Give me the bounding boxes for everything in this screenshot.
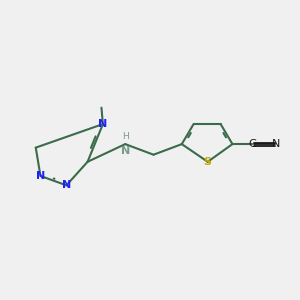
Text: S: S (204, 157, 212, 167)
Text: N: N (98, 119, 107, 129)
Text: C: C (249, 139, 256, 149)
Text: N: N (272, 139, 280, 149)
Text: N: N (121, 146, 130, 157)
Text: N: N (36, 171, 45, 181)
Text: N: N (62, 180, 71, 190)
Text: H: H (122, 132, 129, 141)
